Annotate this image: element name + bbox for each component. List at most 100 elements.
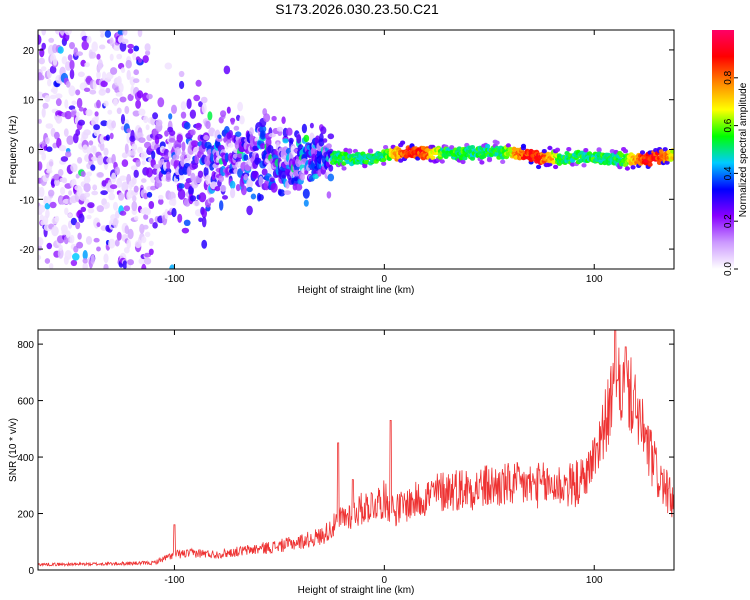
- spectral-cell: [303, 199, 309, 207]
- spectral-cell: [76, 186, 83, 197]
- spectral-cell: [38, 254, 42, 261]
- spectral-cell: [41, 66, 47, 72]
- spectral-cell: [65, 80, 71, 88]
- snr-y-tick-label: 800: [17, 340, 34, 351]
- spectral-cell: [141, 178, 147, 183]
- spectral-cell: [386, 156, 392, 161]
- spectral-cell: [83, 182, 91, 193]
- spectral-cell: [237, 101, 244, 112]
- spectral-cell: [415, 156, 421, 161]
- spectral-cell: [133, 185, 139, 193]
- spectral-cell: [172, 154, 180, 161]
- spectral-cell: [167, 142, 173, 150]
- spectral-cell: [103, 253, 109, 264]
- spectral-cell: [178, 70, 185, 78]
- spectral-cell: [60, 156, 69, 162]
- spectral-cell: [38, 118, 42, 124]
- spectral-cell: [114, 166, 121, 176]
- spectral-cell: [146, 191, 153, 198]
- spectral-cell: [265, 137, 272, 148]
- spectral-cell: [38, 237, 44, 247]
- spectral-cell: [111, 153, 116, 165]
- spectral-cell: [101, 198, 107, 206]
- spectral-cell: [165, 171, 171, 181]
- spectrogram-y-tick-label: 0: [28, 146, 34, 157]
- spectral-cell: [55, 114, 63, 124]
- spectral-cell: [201, 216, 207, 228]
- spectral-cell: [48, 37, 55, 43]
- snr-y-tick-label: 400: [17, 453, 34, 464]
- spectral-cell: [282, 138, 289, 144]
- spectral-cell: [290, 145, 296, 155]
- spectral-cell: [127, 48, 134, 54]
- spectral-cell: [322, 138, 328, 143]
- spectral-cell: [169, 264, 175, 269]
- spectral-cell: [39, 186, 45, 198]
- spectral-cell: [281, 116, 286, 124]
- spectral-cell: [109, 53, 114, 61]
- spectral-cell: [44, 258, 51, 264]
- spectral-cell: [69, 42, 75, 50]
- spectral-cell: [179, 80, 185, 90]
- spectral-cell: [261, 168, 268, 176]
- spectral-cell: [93, 124, 100, 131]
- spectral-cell: [137, 146, 143, 154]
- spectral-cell: [229, 180, 236, 190]
- spectral-cell: [164, 62, 173, 70]
- spectral-cell: [69, 69, 75, 80]
- spectral-cell: [132, 52, 137, 61]
- spectral-cell: [227, 143, 234, 148]
- spectral-cell: [99, 134, 105, 145]
- spectral-cell: [127, 259, 134, 266]
- spectral-cell: [135, 159, 141, 167]
- spectral-cell: [64, 99, 69, 109]
- spectral-cell: [141, 263, 147, 269]
- spectral-cell: [500, 159, 506, 164]
- spectral-cell: [190, 172, 196, 182]
- spectral-cell: [38, 204, 46, 213]
- spectral-cell: [65, 151, 72, 158]
- snr-series-line: [38, 330, 674, 568]
- spectral-cell: [214, 186, 221, 192]
- spectral-cell: [61, 177, 68, 184]
- spectral-cell: [96, 222, 101, 228]
- spectral-cell: [171, 197, 177, 207]
- spectral-cell: [505, 143, 511, 148]
- spectral-cell: [113, 98, 118, 107]
- spectral-cell: [164, 130, 169, 137]
- spectral-cell: [129, 76, 136, 86]
- spectral-cell: [301, 123, 307, 134]
- spectral-cell: [85, 109, 93, 117]
- spectral-cell: [155, 119, 163, 127]
- spectral-cell: [207, 111, 213, 121]
- spectral-cell: [67, 54, 73, 61]
- spectral-cell: [45, 137, 50, 145]
- spectral-cell: [71, 100, 77, 106]
- spectral-cell: [122, 30, 128, 36]
- spectral-cell: [75, 221, 81, 230]
- spectrogram-x-axis-label: Height of straight line (km): [298, 285, 415, 296]
- spectral-cell: [118, 192, 125, 201]
- spectral-cell: [148, 201, 155, 209]
- spectral-cell: [198, 192, 207, 203]
- colorbar-bar: [712, 30, 734, 269]
- spectral-cell: [286, 127, 293, 136]
- snr-frame: [37, 329, 675, 571]
- spectral-cell: [246, 205, 253, 216]
- spectral-cell: [622, 162, 629, 168]
- spectrogram-x-tick-label: 100: [586, 274, 603, 285]
- spectral-cell: [494, 140, 500, 145]
- spectral-cell: [141, 160, 146, 166]
- spectral-cell: [115, 210, 120, 219]
- spectral-cell: [70, 217, 77, 226]
- spectral-cell: [100, 33, 105, 38]
- colorbar-tick-label: 0.4: [723, 166, 734, 180]
- spectrogram-y-tick-label: 20: [23, 46, 35, 57]
- spectral-cell: [230, 119, 235, 125]
- spectral-cell: [622, 149, 629, 154]
- spectral-cell: [64, 110, 72, 120]
- spectral-cell: [144, 231, 151, 238]
- spectral-cell: [181, 227, 190, 234]
- spectral-cell: [183, 219, 191, 226]
